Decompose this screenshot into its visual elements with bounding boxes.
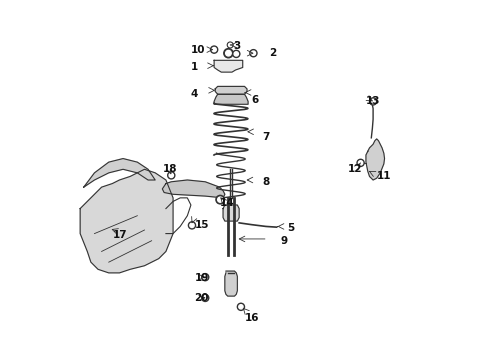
Text: 2: 2 xyxy=(269,48,276,58)
Circle shape xyxy=(169,173,173,177)
Text: 1: 1 xyxy=(190,63,198,72)
Circle shape xyxy=(189,223,194,228)
Circle shape xyxy=(203,275,207,279)
Circle shape xyxy=(217,197,223,202)
Text: 7: 7 xyxy=(262,132,269,142)
Circle shape xyxy=(228,43,231,47)
Text: 16: 16 xyxy=(244,312,259,323)
Text: 8: 8 xyxy=(262,177,269,187)
Text: 6: 6 xyxy=(251,95,258,105)
Circle shape xyxy=(369,98,376,105)
Circle shape xyxy=(188,222,195,229)
Circle shape xyxy=(224,49,233,58)
Circle shape xyxy=(227,42,233,48)
Circle shape xyxy=(210,46,217,53)
Circle shape xyxy=(212,48,216,52)
Text: 10: 10 xyxy=(190,45,205,55)
Circle shape xyxy=(358,161,362,165)
Circle shape xyxy=(225,50,231,56)
Polygon shape xyxy=(215,86,246,94)
Text: 5: 5 xyxy=(287,223,294,233)
Circle shape xyxy=(216,195,224,204)
Text: 9: 9 xyxy=(280,236,287,246)
Circle shape xyxy=(370,99,374,104)
Circle shape xyxy=(201,294,208,301)
Circle shape xyxy=(203,296,207,300)
Circle shape xyxy=(249,50,257,57)
Polygon shape xyxy=(80,169,173,273)
Circle shape xyxy=(237,303,244,310)
Circle shape xyxy=(201,274,208,281)
Text: 4: 4 xyxy=(190,89,198,99)
Text: 14: 14 xyxy=(219,198,234,208)
Polygon shape xyxy=(224,271,237,296)
Text: 13: 13 xyxy=(365,96,380,107)
Polygon shape xyxy=(223,205,239,221)
Circle shape xyxy=(167,172,175,179)
Text: 11: 11 xyxy=(376,171,390,181)
Text: 12: 12 xyxy=(347,164,362,174)
Text: 20: 20 xyxy=(194,293,208,303)
Text: 17: 17 xyxy=(112,230,127,240)
Polygon shape xyxy=(83,158,155,187)
Polygon shape xyxy=(365,139,384,180)
Text: 19: 19 xyxy=(194,273,208,283)
Polygon shape xyxy=(162,180,224,198)
Text: 15: 15 xyxy=(194,220,208,230)
Text: 3: 3 xyxy=(233,41,241,51)
Circle shape xyxy=(234,52,238,56)
Polygon shape xyxy=(214,60,242,72)
Polygon shape xyxy=(214,94,247,104)
Circle shape xyxy=(251,51,255,55)
Circle shape xyxy=(232,50,240,58)
Circle shape xyxy=(356,159,364,166)
Circle shape xyxy=(238,305,243,309)
Text: 18: 18 xyxy=(162,164,177,174)
